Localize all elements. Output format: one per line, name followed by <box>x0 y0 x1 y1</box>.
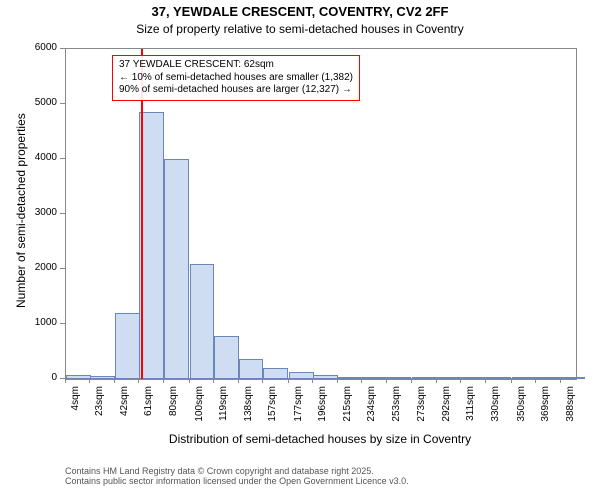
annotation-box: 37 YEWDALE CRESCENT: 62sqm ← 10% of semi… <box>112 55 360 101</box>
histogram-bar <box>289 372 314 379</box>
histogram-bar <box>115 313 140 379</box>
x-tick-label: 330sqm <box>490 386 501 436</box>
x-tick-mark <box>238 378 239 383</box>
x-tick-mark <box>511 378 512 383</box>
x-tick-label: 177sqm <box>293 386 304 436</box>
x-tick-label: 138sqm <box>243 386 254 436</box>
y-tick-label: 0 <box>0 372 57 383</box>
x-tick-label: 311sqm <box>465 386 476 436</box>
histogram-bar <box>214 336 239 379</box>
x-tick-label: 80sqm <box>168 386 179 436</box>
x-tick-mark <box>89 378 90 383</box>
histogram-bar <box>338 377 363 379</box>
y-tick-label: 2000 <box>0 262 57 273</box>
x-tick-mark <box>337 378 338 383</box>
y-tick-mark <box>60 158 65 159</box>
histogram-bar <box>387 377 412 379</box>
y-tick-mark <box>60 213 65 214</box>
x-tick-mark <box>189 378 190 383</box>
histogram-bar <box>512 377 537 379</box>
histogram-bar <box>412 377 437 379</box>
x-tick-mark <box>114 378 115 383</box>
x-tick-mark <box>65 378 66 383</box>
y-tick-mark <box>60 268 65 269</box>
histogram-bar <box>561 377 586 379</box>
x-tick-label: 292sqm <box>441 386 452 436</box>
annotation-line-2: ← 10% of semi-detached houses are smalle… <box>119 72 353 85</box>
x-tick-label: 273sqm <box>416 386 427 436</box>
histogram-bar <box>536 377 561 379</box>
y-tick-label: 6000 <box>0 42 57 53</box>
y-tick-mark <box>60 48 65 49</box>
x-tick-label: 42sqm <box>119 386 130 436</box>
annotation-line-3: 90% of semi-detached houses are larger (… <box>119 84 353 97</box>
x-tick-label: 388sqm <box>565 386 576 436</box>
x-tick-label: 253sqm <box>391 386 402 436</box>
x-tick-label: 369sqm <box>540 386 551 436</box>
x-tick-label: 23sqm <box>94 386 105 436</box>
x-tick-label: 157sqm <box>267 386 278 436</box>
x-tick-label: 196sqm <box>317 386 328 436</box>
annotation-line-1: 37 YEWDALE CRESCENT: 62sqm <box>119 59 353 72</box>
x-tick-label: 350sqm <box>516 386 527 436</box>
y-tick-mark <box>60 103 65 104</box>
x-tick-mark <box>386 378 387 383</box>
x-tick-mark <box>485 378 486 383</box>
histogram-bar <box>263 368 288 379</box>
x-tick-label: 4sqm <box>70 386 81 436</box>
y-tick-label: 4000 <box>0 152 57 163</box>
y-tick-label: 5000 <box>0 97 57 108</box>
x-tick-label: 234sqm <box>366 386 377 436</box>
x-tick-label: 100sqm <box>194 386 205 436</box>
x-tick-mark <box>288 378 289 383</box>
histogram-bar <box>362 377 387 379</box>
y-tick-label: 3000 <box>0 207 57 218</box>
x-tick-mark <box>163 378 164 383</box>
x-tick-mark <box>262 378 263 383</box>
plot-area: 37 YEWDALE CRESCENT: 62sqm ← 10% of semi… <box>65 48 577 380</box>
x-tick-mark <box>213 378 214 383</box>
y-tick-label: 1000 <box>0 317 57 328</box>
histogram-bar <box>437 377 462 379</box>
histogram-bar <box>313 375 338 379</box>
x-tick-mark <box>312 378 313 383</box>
histogram-bar <box>66 375 91 379</box>
x-tick-mark <box>535 378 536 383</box>
histogram-bar <box>90 376 115 379</box>
x-tick-label: 119sqm <box>218 386 229 436</box>
histogram-bar <box>486 377 511 379</box>
histogram-bar <box>164 159 189 379</box>
x-tick-mark <box>138 378 139 383</box>
chart-subtitle: Size of property relative to semi-detach… <box>0 22 600 36</box>
x-axis-label: Distribution of semi-detached houses by … <box>65 432 575 446</box>
attribution-text: Contains HM Land Registry data © Crown c… <box>65 466 409 486</box>
x-tick-mark <box>460 378 461 383</box>
histogram-bar <box>139 112 164 379</box>
x-tick-mark <box>411 378 412 383</box>
histogram-bar <box>239 359 264 379</box>
x-tick-mark <box>560 378 561 383</box>
x-tick-label: 61sqm <box>143 386 154 436</box>
x-tick-mark <box>436 378 437 383</box>
x-tick-label: 215sqm <box>342 386 353 436</box>
chart-title: 37, YEWDALE CRESCENT, COVENTRY, CV2 2FF <box>0 4 600 19</box>
histogram-bar <box>461 377 486 379</box>
y-tick-mark <box>60 323 65 324</box>
histogram-bar <box>190 264 215 380</box>
x-tick-mark <box>361 378 362 383</box>
